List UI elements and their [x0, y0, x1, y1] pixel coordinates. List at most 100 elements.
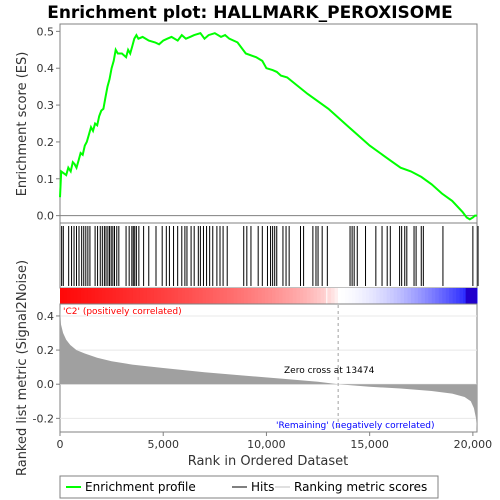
heatbar-segment [80, 288, 85, 304]
heatbar-segment [143, 288, 148, 304]
es-y-tick-label: 0.2 [37, 136, 55, 149]
heatbar-segment [216, 288, 221, 304]
heatbar-segment [192, 288, 197, 304]
heatbar-segment [331, 288, 336, 304]
heatbar-segment [60, 288, 64, 304]
heatbar-segment [132, 288, 137, 304]
hits-panel [59, 222, 479, 289]
legend-label-enrichment-profile: Enrichment profile [85, 480, 196, 494]
metric-y-tick-label: -0.2 [33, 412, 54, 425]
x-tick-label: 20,000 [454, 438, 493, 451]
heatbar-segment [275, 288, 280, 304]
heatbar-segment [317, 288, 322, 304]
heatbar-segment [233, 288, 238, 304]
heatbar-segment [167, 288, 172, 304]
heatbar-segment [261, 288, 266, 304]
heatbar-segment [278, 288, 283, 304]
heatbar-segment [254, 288, 259, 304]
heatbar-segment [449, 288, 454, 304]
heatbar-segment [63, 288, 68, 304]
heatbar-segment [379, 288, 384, 304]
heatbar-segment [94, 288, 99, 304]
legend-box [59, 475, 439, 499]
heatbar-segment [219, 288, 224, 304]
metric-y-tick-label: 0.0 [37, 378, 55, 391]
heatbar-segment [240, 288, 245, 304]
heatbar-segment [407, 288, 412, 304]
heatbar-segment [136, 288, 141, 304]
heatbar-segment [87, 288, 92, 304]
heatbar-segment [459, 288, 464, 304]
heatbar-segment [126, 288, 130, 304]
heatbar-segment [465, 288, 477, 304]
heatbar-segment [410, 288, 415, 304]
heatbar-segment [108, 288, 113, 304]
heatbar-segment [185, 288, 190, 304]
heatbar-segment [338, 288, 342, 304]
heatbar-segment [258, 288, 263, 304]
heatbar-segment [77, 288, 82, 304]
heatbar-segment [70, 288, 75, 304]
heatbar-segment [320, 288, 325, 304]
heatbar-segment [66, 288, 71, 304]
heatbar-segment [237, 288, 242, 304]
heatbar-segment [164, 288, 169, 304]
legend-label-hits: Hits [251, 480, 274, 494]
heatbar-segment [226, 288, 231, 304]
heatbar-segment [73, 288, 78, 304]
heatbar-segment [463, 288, 468, 304]
es-y-tick-label: 0.0 [37, 210, 55, 223]
heatbar-segment [122, 288, 127, 304]
hit-markers [61, 226, 479, 286]
heatbar-segment [358, 288, 363, 304]
heatbar-segment [421, 288, 426, 304]
heatbar-segment [456, 288, 461, 304]
positive-correlation-label: 'C2' (positively correlated) [63, 307, 182, 317]
heatbar-segment [390, 288, 395, 304]
heatbar-segment [174, 288, 179, 304]
heatbar-segment [268, 288, 273, 304]
heatbar-segment [351, 288, 356, 304]
heatbar-segment [282, 288, 287, 304]
heatbar-segment [400, 288, 405, 304]
heatbar-segment [372, 288, 377, 304]
heatbar-segment [303, 288, 308, 304]
enrichment-profile-line [59, 32, 477, 221]
chart-title: Enrichment plot: HALLMARK_PEROXISOME [47, 3, 453, 23]
heatbar-segment [386, 288, 391, 304]
heatbar-segment [365, 288, 370, 304]
negative-correlation-label: 'Remaining' (negatively correlated) [276, 421, 435, 431]
heatbar-segment [153, 288, 158, 304]
heatbar-segment [355, 288, 360, 304]
heatbar-segment [414, 288, 419, 304]
heatbar-segment [112, 288, 117, 304]
heatbar-segment [139, 288, 144, 304]
heatbar-segment [313, 288, 318, 304]
heatbar-segment [289, 288, 294, 304]
heatbar-segment [452, 288, 457, 304]
metric-y-ticks: -0.2 0.0 0.2 0.4 [33, 310, 60, 425]
heatbar-segment [212, 288, 217, 304]
heatbar-segment [397, 288, 402, 304]
es-y-axis-label: Enrichment score (ES) [15, 52, 30, 197]
heatbar-segment [105, 288, 110, 304]
es-y-tick-label: 0.5 [37, 25, 55, 38]
heatbar-segment [431, 288, 436, 304]
heatbar-segment [188, 288, 193, 304]
heatbar-segment [150, 288, 155, 304]
heatbar-segment [223, 288, 228, 304]
zero-cross-label: Zero cross at 13474 [284, 366, 375, 376]
es-y-ticks: 0.0 0.1 0.2 0.3 0.4 0.5 [37, 25, 60, 223]
heatbar-divider [326, 288, 328, 304]
heatbar-segment [101, 288, 106, 304]
metric-x-ticks: 0 5,000 10,000 15,000 20,000 [57, 432, 493, 451]
metric-y-axis-label: Ranked list metric (Signal2Noise) [15, 260, 30, 476]
legend: Enrichment profile Hits Ranking metric s… [59, 475, 439, 499]
heatbar-segment [181, 288, 186, 304]
heatbar-segment [341, 288, 346, 304]
heatbar-segment [84, 288, 89, 304]
heatbar-segment [115, 288, 120, 304]
heatbar-segment [244, 288, 249, 304]
heatbar-segment [230, 288, 235, 304]
legend-label-ranking-metric: Ranking metric scores [294, 480, 427, 494]
